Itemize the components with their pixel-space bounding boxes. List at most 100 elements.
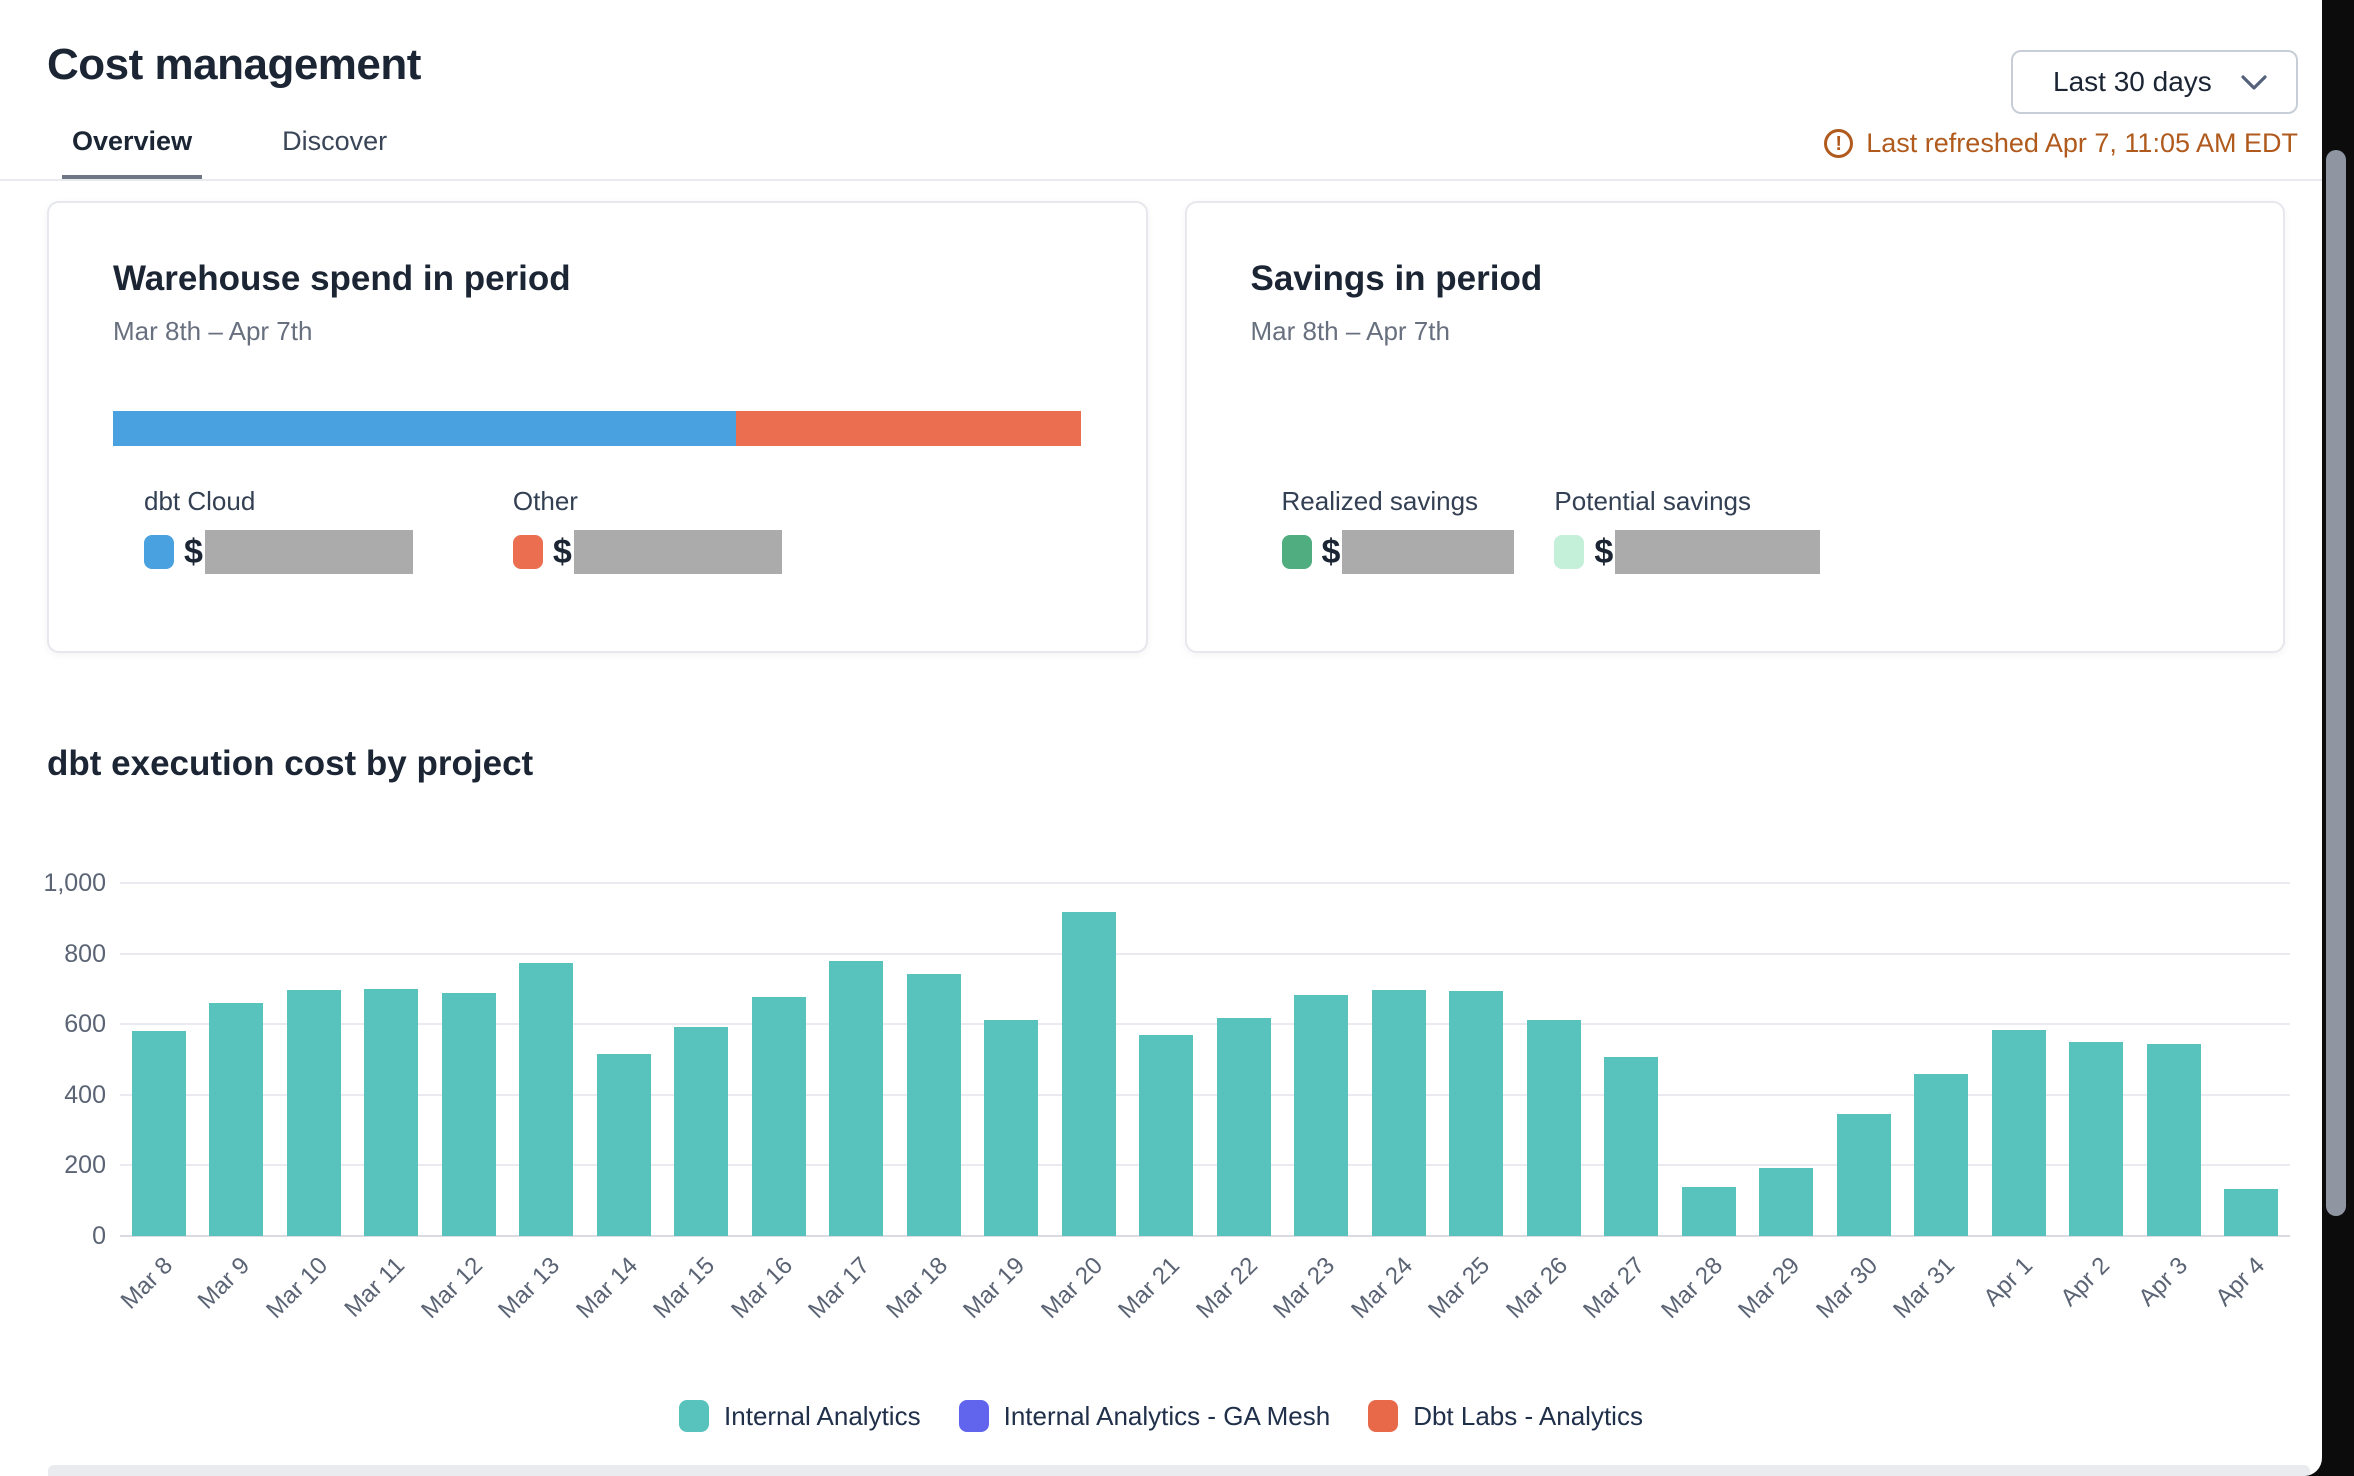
bar xyxy=(596,1053,651,1236)
realized-savings-swatch xyxy=(1281,535,1312,569)
dollar-sign: $ xyxy=(184,532,203,571)
x-axis-tick-label: Mar 16 xyxy=(725,1252,798,1324)
x-axis-tick-label: Mar 9 xyxy=(192,1252,256,1315)
dollar-sign: $ xyxy=(552,532,572,571)
gridline xyxy=(120,882,2290,884)
y-axis-tick-label: 400 xyxy=(64,1080,106,1109)
chevron-down-icon xyxy=(2240,74,2268,91)
bar-slot xyxy=(430,883,508,1236)
tab-discover[interactable]: Discover xyxy=(282,126,388,156)
x-axis-tick-label: Mar 26 xyxy=(1500,1252,1573,1324)
y-axis-tick-label: 1,000 xyxy=(43,869,106,897)
tab-bar: Overview Discover xyxy=(62,126,397,181)
potential-savings-swatch xyxy=(1554,535,1585,569)
bar-slot xyxy=(1748,883,1826,1236)
x-axis-tick-label: Mar 25 xyxy=(1423,1252,1496,1324)
chart-legend-item[interactable]: Internal Analytics - GA Mesh xyxy=(958,1400,1330,1432)
legend-item-dbt-cloud: dbt Cloud $ xyxy=(144,486,413,574)
bar-slot xyxy=(2213,883,2291,1236)
gridline xyxy=(120,952,2290,955)
y-axis-tick-label: 0 xyxy=(92,1222,106,1250)
bar xyxy=(1914,1073,1969,1236)
bar-slot xyxy=(818,883,896,1236)
bar xyxy=(2146,1044,2201,1236)
bar xyxy=(751,996,806,1236)
page-header: Cost management Overview Discover Last 3… xyxy=(0,0,2322,181)
x-axis-tick-label: Mar 23 xyxy=(1268,1252,1341,1324)
bar xyxy=(1836,1113,1891,1236)
bar-slot xyxy=(1515,883,1593,1236)
redacted-value xyxy=(573,530,782,574)
period-dropdown-value: Last 30 days xyxy=(2053,66,2212,97)
period-dropdown[interactable]: Last 30 days xyxy=(2011,50,2298,114)
x-axis-tick-label: Apr 2 xyxy=(2055,1252,2116,1312)
x-axis-tick-label: Mar 20 xyxy=(1035,1252,1108,1324)
page-title: Cost management xyxy=(47,40,421,89)
dollar-sign: $ xyxy=(1594,532,1614,571)
warehouse-spend-legend: dbt Cloud $ Other $ xyxy=(113,486,1082,574)
bar-slot xyxy=(1050,883,1128,1236)
bar xyxy=(1061,912,1116,1236)
x-axis-tick-label: Apr 3 xyxy=(2133,1252,2193,1312)
tab-overview[interactable]: Overview xyxy=(62,126,203,181)
bar-slot xyxy=(740,883,818,1236)
x-axis-tick-label: Mar 14 xyxy=(570,1252,643,1324)
bar-slot xyxy=(663,883,741,1236)
dollar-sign: $ xyxy=(1321,532,1341,571)
redacted-value xyxy=(1615,530,1821,574)
bar xyxy=(1526,1020,1581,1236)
bar xyxy=(364,988,419,1236)
x-axis-tick-label: Mar 12 xyxy=(415,1252,488,1324)
gridline xyxy=(120,1023,2290,1026)
stacked-bar-segment xyxy=(735,411,1082,446)
stacked-bar-segment xyxy=(113,411,736,446)
bar xyxy=(674,1027,729,1236)
bar-slot xyxy=(973,883,1051,1236)
last-refreshed-text: Last refreshed Apr 7, 11:05 AM EDT xyxy=(1866,128,2298,158)
warehouse-spend-stacked-bar xyxy=(113,411,1082,446)
bar-slot xyxy=(895,883,973,1236)
legend-item-realized-savings: Realized savings $ xyxy=(1281,486,1515,574)
x-axis-tick-label: Mar 8 xyxy=(115,1252,178,1315)
bar xyxy=(1294,994,1349,1236)
bar xyxy=(2224,1189,2279,1236)
warehouse-spend-card: Warehouse spend in period Mar 8th – Apr … xyxy=(47,201,1148,653)
bar xyxy=(519,962,574,1236)
bar xyxy=(984,1019,1039,1236)
bar-slot xyxy=(1360,883,1438,1236)
card-title: Savings in period xyxy=(1250,259,1543,298)
x-axis-tick-label: Mar 27 xyxy=(1578,1252,1651,1324)
chart-plot: Mar 8 Mar 9 Mar 10 Mar 11 Mar 12 Mar 13 Mar 14… xyxy=(43,870,2291,1324)
header-divider xyxy=(0,179,2322,181)
y-axis-tick-label: 800 xyxy=(64,939,106,968)
x-axis-tick-label: Apr 1 xyxy=(1978,1252,2038,1312)
vertical-scrollbar-thumb[interactable] xyxy=(2326,150,2346,1216)
bar xyxy=(441,993,496,1236)
legend-swatch xyxy=(679,1400,710,1432)
bar-slot xyxy=(275,883,353,1236)
y-axis-tick-label: 600 xyxy=(64,1010,106,1039)
alert-circle-icon: ! xyxy=(1824,129,1854,158)
bar-slot xyxy=(198,883,276,1236)
bar-slot xyxy=(508,883,586,1236)
chart-legend-item[interactable]: Internal Analytics xyxy=(679,1400,921,1432)
card-date-range: Mar 8th – Apr 7th xyxy=(1250,316,1450,346)
bar xyxy=(2069,1041,2124,1236)
bar-slot xyxy=(2135,883,2213,1236)
last-refreshed-status: ! Last refreshed Apr 7, 11:05 AM EDT xyxy=(1824,128,2298,159)
x-axis-tick-label: Mar 24 xyxy=(1345,1252,1418,1324)
x-axis-tick-label: Mar 15 xyxy=(648,1252,721,1324)
bar-slot xyxy=(1903,883,1981,1236)
chart-legend-item[interactable]: Dbt Labs - Analytics xyxy=(1368,1400,1643,1432)
legend-label: Dbt Labs - Analytics xyxy=(1413,1400,1643,1431)
bar-slot xyxy=(1593,883,1671,1236)
dbt-cloud-swatch xyxy=(144,535,174,569)
bar xyxy=(1139,1034,1194,1236)
horizontal-scrollbar[interactable] xyxy=(48,1465,2310,1476)
bar xyxy=(209,1003,264,1236)
x-axis-tick-label: Mar 19 xyxy=(958,1252,1031,1324)
x-axis-tick-label: Mar 30 xyxy=(1810,1252,1883,1324)
bar-slot xyxy=(120,883,198,1236)
x-axis-tick-label: Apr 4 xyxy=(2210,1252,2271,1312)
bar-slot xyxy=(1128,883,1206,1236)
